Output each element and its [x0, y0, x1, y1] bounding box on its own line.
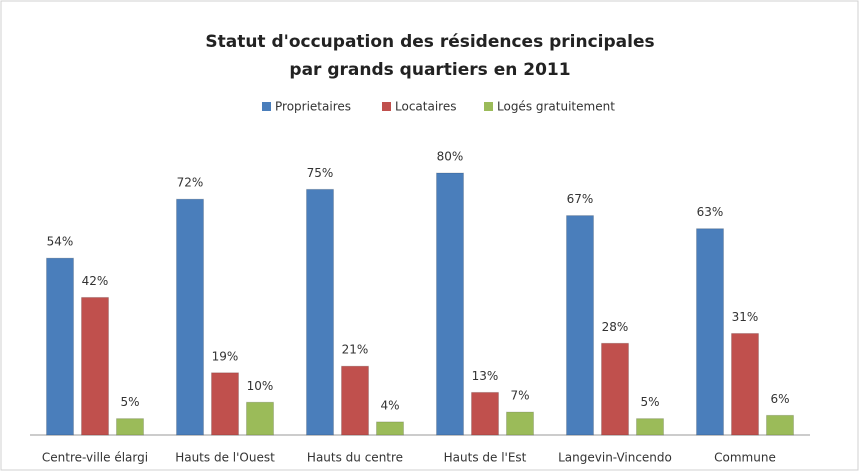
data-label: 75%	[307, 166, 334, 180]
data-label: 80%	[437, 150, 464, 164]
bar	[46, 257, 74, 436]
legend-swatch	[484, 102, 493, 111]
bar	[601, 342, 629, 436]
data-label: 19%	[212, 349, 239, 363]
bar	[81, 296, 109, 436]
x-tick-label: Hauts du centre	[307, 451, 403, 465]
data-label: 63%	[697, 205, 724, 219]
bar	[211, 372, 239, 436]
data-label: 31%	[732, 310, 759, 324]
x-tick-label: Hauts de l'Est	[444, 451, 527, 465]
bar	[696, 228, 724, 436]
bar	[731, 332, 759, 436]
data-label: 7%	[510, 389, 529, 403]
x-tick-label: Centre-ville élargi	[42, 451, 148, 465]
data-label: 42%	[82, 274, 109, 288]
chart-title: Statut d'occupation des résidences princ…	[205, 32, 654, 52]
bar	[506, 411, 534, 436]
bar	[436, 172, 464, 436]
bar	[116, 418, 144, 436]
bar	[376, 421, 404, 436]
data-label: 10%	[247, 379, 274, 393]
legend-label: Locataires	[395, 100, 456, 114]
chart-title: par grands quartiers en 2011	[289, 60, 570, 80]
bar	[176, 198, 204, 436]
data-label: 6%	[770, 392, 789, 406]
bar	[341, 365, 369, 436]
bar	[766, 414, 794, 436]
bar	[246, 401, 274, 436]
legend-label: Logés gratuitement	[497, 100, 615, 114]
bar	[636, 418, 664, 436]
data-label: 5%	[640, 395, 659, 409]
data-label: 28%	[602, 320, 629, 334]
x-tick-label: Langevin-Vincendo	[558, 451, 672, 465]
legend-label: Proprietaires	[275, 100, 351, 114]
bar	[306, 188, 334, 436]
data-label: 4%	[380, 398, 399, 412]
legend-swatch	[382, 102, 391, 111]
x-tick-label: Hauts de l'Ouest	[175, 451, 275, 465]
data-label: 21%	[342, 343, 369, 357]
data-label: 67%	[567, 192, 594, 206]
bar	[471, 391, 499, 436]
data-label: 13%	[472, 369, 499, 383]
bar	[566, 215, 594, 436]
data-label: 54%	[47, 235, 74, 249]
data-label: 72%	[177, 176, 204, 190]
x-tick-label: Commune	[714, 451, 776, 465]
legend-swatch	[262, 102, 271, 111]
data-label: 5%	[120, 395, 139, 409]
